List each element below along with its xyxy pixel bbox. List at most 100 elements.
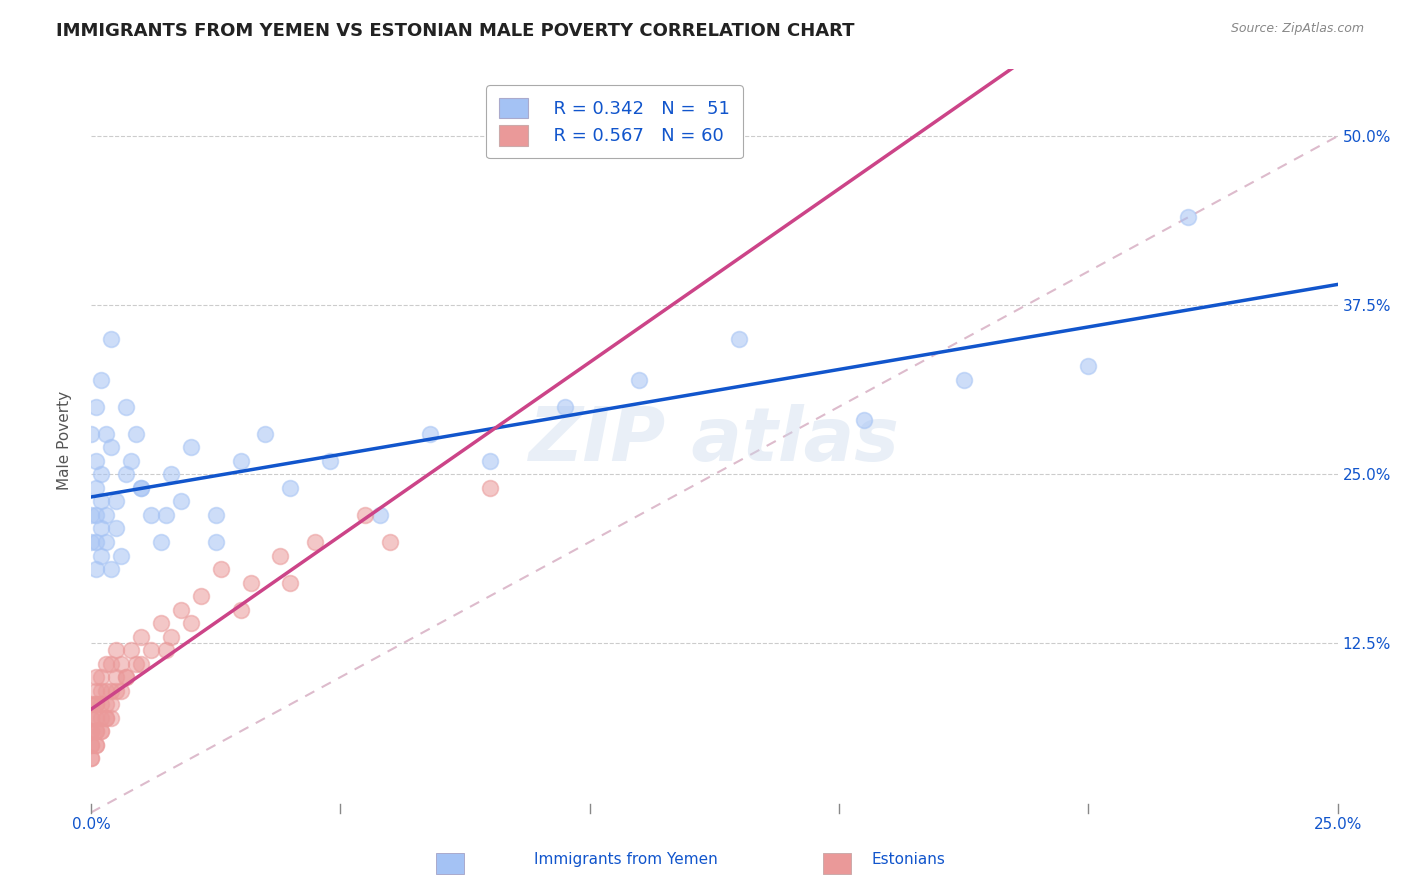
Point [180,440,202,454]
Point [304,535,326,549]
Point [90,521,112,535]
Point [104,643,127,657]
Point [90,670,112,684]
Point [952,373,974,387]
Point [115,400,138,414]
Point [129,657,152,671]
Point [84,454,107,468]
Point [155,508,177,522]
Point [90,724,112,739]
Point [84,738,107,752]
Point [80,698,103,712]
Point [229,454,252,468]
Point [115,670,138,684]
Point [80,426,103,441]
Point [94,535,117,549]
Point [1077,359,1099,373]
Point [204,535,226,549]
Point [728,332,751,346]
Point [84,724,107,739]
Point [80,711,103,725]
Point [478,481,501,495]
Point [204,508,226,522]
Point [94,711,117,725]
Point [94,683,117,698]
Point [80,738,103,752]
Point [80,724,103,739]
Point [84,481,107,495]
Point [84,711,107,725]
Point [90,711,112,725]
Point [90,724,112,739]
Point [80,738,103,752]
Point [129,630,152,644]
Point [110,549,132,563]
Text: Estonians: Estonians [872,852,946,867]
Point [90,698,112,712]
Point [170,494,193,508]
Point [368,508,391,522]
Point [378,535,401,549]
Point [239,575,262,590]
Point [149,616,172,631]
Point [80,535,103,549]
Point [100,698,122,712]
Point [1177,211,1199,225]
Point [90,467,112,482]
Text: ZIP atlas: ZIP atlas [529,404,900,477]
Point [554,400,576,414]
Point [110,657,132,671]
Point [254,426,277,441]
Point [80,724,103,739]
Point [84,508,107,522]
Point [84,698,107,712]
Point [159,467,181,482]
Point [139,508,162,522]
Point [104,683,127,698]
Point [170,602,193,616]
Point [115,467,138,482]
Point [125,657,148,671]
Point [159,630,181,644]
Point [110,683,132,698]
Point [84,670,107,684]
Point [280,481,302,495]
Point [100,657,122,671]
Point [80,711,103,725]
Point [94,657,117,671]
Point [80,751,103,765]
Text: Immigrants from Yemen: Immigrants from Yemen [534,852,718,867]
Point [269,549,291,563]
Point [84,698,107,712]
Point [319,454,342,468]
Point [149,535,172,549]
Point [84,562,107,576]
Point [125,426,148,441]
Point [80,508,103,522]
Point [84,724,107,739]
Point [90,549,112,563]
Point [80,751,103,765]
Point [100,711,122,725]
Point [628,373,651,387]
Point [94,711,117,725]
Point [478,454,501,468]
Point [90,683,112,698]
Point [94,508,117,522]
Point [94,426,117,441]
Point [129,481,152,495]
Point [104,670,127,684]
Point [209,562,232,576]
Legend:   R = 0.342   N =  51,   R = 0.567   N = 60: R = 0.342 N = 51, R = 0.567 N = 60 [486,85,742,158]
Point [90,373,112,387]
Point [100,332,122,346]
Point [104,494,127,508]
Text: Source: ZipAtlas.com: Source: ZipAtlas.com [1230,22,1364,36]
Point [120,643,142,657]
Point [852,413,875,427]
Point [100,440,122,454]
Text: IMMIGRANTS FROM YEMEN VS ESTONIAN MALE POVERTY CORRELATION CHART: IMMIGRANTS FROM YEMEN VS ESTONIAN MALE P… [56,22,855,40]
Y-axis label: Male Poverty: Male Poverty [58,391,72,490]
Point [139,643,162,657]
Point [100,683,122,698]
